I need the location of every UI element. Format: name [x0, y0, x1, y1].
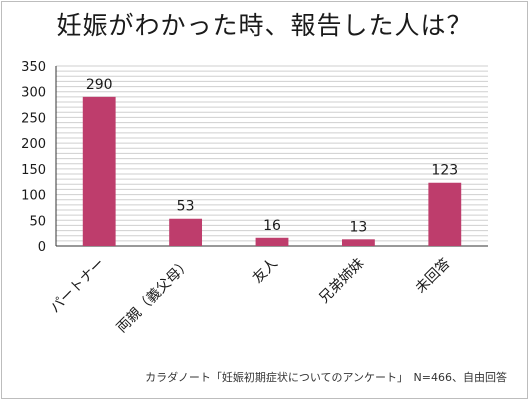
y-tick-label: 350 — [21, 60, 46, 75]
y-tick-label: 150 — [21, 163, 46, 178]
y-tick-label: 300 — [21, 86, 46, 101]
data-label: 53 — [177, 199, 195, 215]
bar — [82, 96, 116, 246]
category-label: 未回答 — [412, 255, 454, 297]
category-label: パートナー — [47, 256, 108, 317]
category-label: 兄弟姉妹 — [316, 256, 367, 307]
category-label: 両親（義父母） — [113, 255, 194, 336]
source-footnote: カラダノート「妊娠初期症状についてのアンケート」 N=466、自由回答 — [145, 371, 507, 384]
chart-title: 妊娠がわかった時、報告した人は？ — [56, 11, 473, 40]
data-label: 16 — [263, 218, 281, 234]
bar — [341, 239, 375, 246]
y-tick-label: 250 — [21, 111, 46, 126]
bar — [169, 218, 203, 246]
data-label: 290 — [86, 77, 113, 93]
data-label: 123 — [431, 163, 458, 179]
y-tick-label: 50 — [29, 214, 46, 229]
bar — [255, 237, 289, 246]
bar — [428, 182, 462, 246]
y-tick-label: 0 — [38, 240, 46, 255]
y-tick-label: 100 — [21, 189, 46, 204]
y-tick-label: 200 — [21, 137, 46, 152]
category-label: 友人 — [250, 256, 281, 287]
data-label: 13 — [349, 219, 367, 235]
